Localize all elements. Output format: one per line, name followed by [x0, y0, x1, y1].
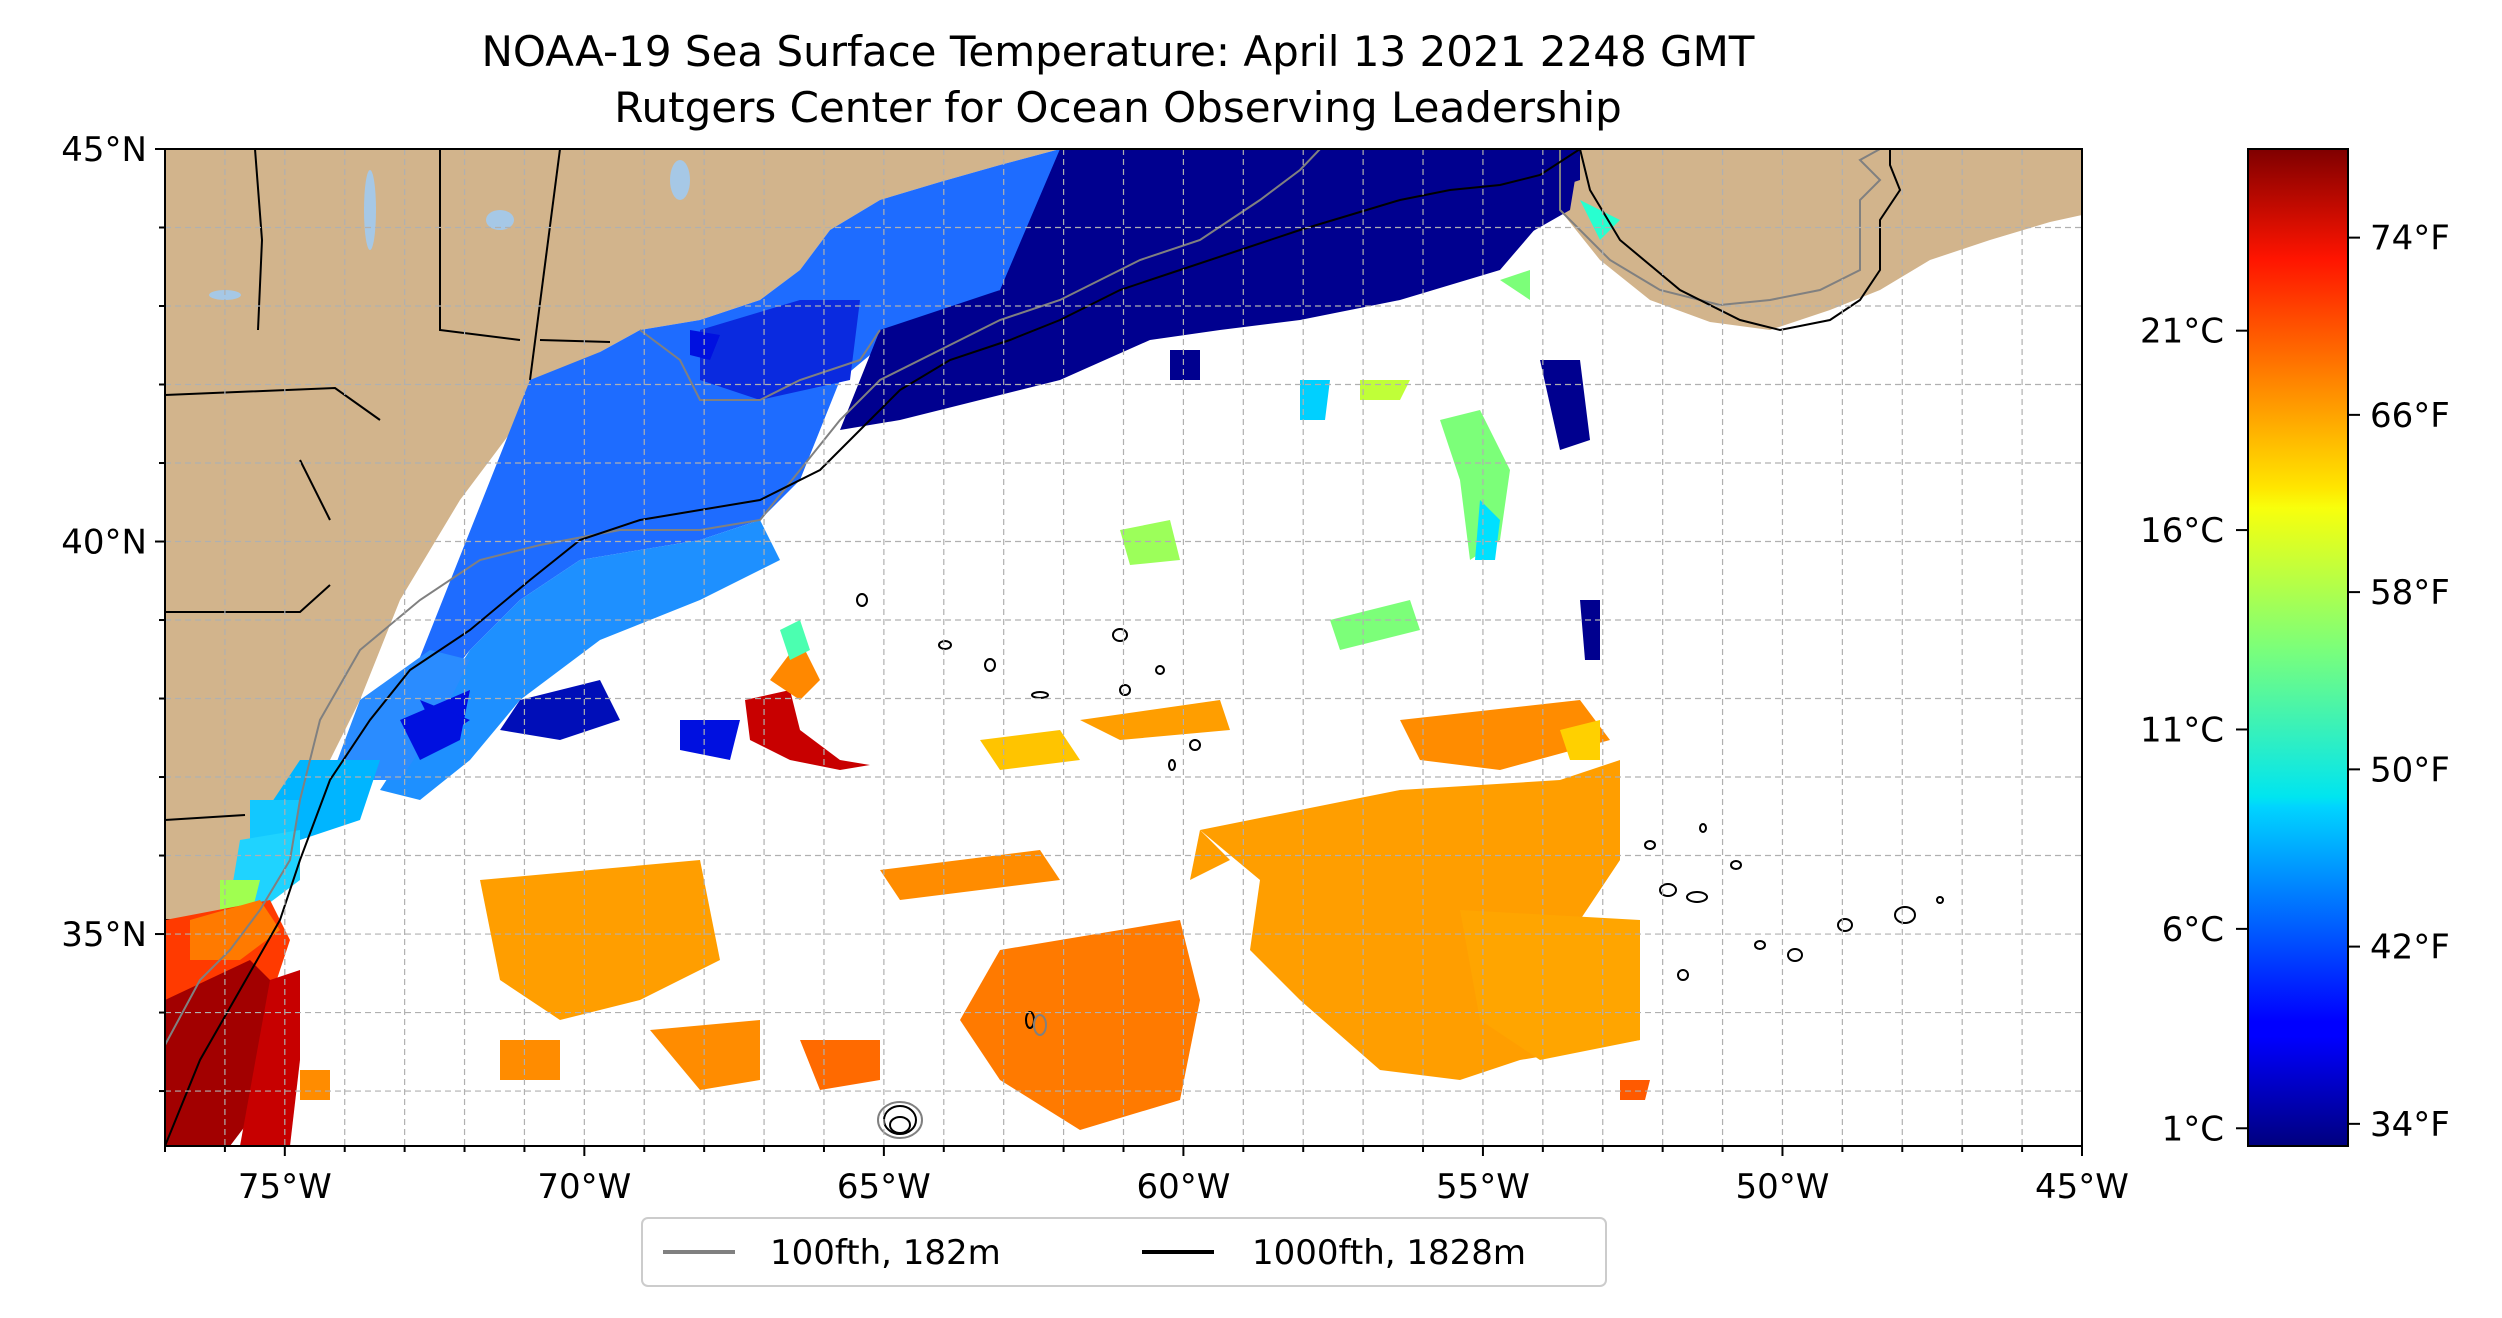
fahrenheit-tick-label: 74°F	[2370, 219, 2450, 259]
celsius-tick-label: 16°C	[2140, 511, 2224, 551]
lake-winnipesaukee	[486, 210, 514, 230]
y-tick-label: 35°N	[61, 915, 147, 955]
title-line-2: Rutgers Center for Ocean Observing Leade…	[614, 83, 1622, 132]
y-tick-label: 45°N	[61, 130, 147, 170]
legend: 100fth, 182m 1000fth, 1828m	[641, 1217, 1607, 1287]
isobath-1000fth	[165, 149, 1902, 1146]
celsius-tick-label: 6°C	[2162, 910, 2224, 950]
land-cape-breton	[1600, 149, 1880, 250]
lake-moosehead	[670, 160, 690, 200]
legend-label-100fth: 100fth, 182m	[770, 1233, 1001, 1273]
title-line-1: NOAA-19 Sea Surface Temperature: April 1…	[482, 27, 1755, 76]
fahrenheit-ticks: 34°F 42°F 50°F 58°F 66°F 74°F	[2348, 219, 2450, 1145]
colorbar: 34°F 42°F 50°F 58°F 66°F 74°F 1°C 6°C 11°C 16°C 2…	[2140, 148, 2450, 1149]
map-panel	[165, 149, 2082, 1146]
fahrenheit-tick-label: 34°F	[2370, 1105, 2450, 1145]
seamounts	[856, 593, 1944, 1135]
fahrenheit-tick-label: 66°F	[2370, 396, 2450, 436]
x-tick-label: 45°W	[2035, 1167, 2129, 1207]
colorbar-border	[2247, 148, 2349, 1147]
x-tick-label: 70°W	[537, 1167, 631, 1207]
sst-field	[165, 149, 1650, 1146]
celsius-ticks: 1°C 6°C 11°C 16°C 21°C	[2140, 312, 2248, 1149]
x-tick-label: 65°W	[837, 1167, 931, 1207]
legend-label-1000fth: 1000fth, 1828m	[1252, 1233, 1526, 1273]
x-tick-label: 60°W	[1136, 1167, 1230, 1207]
fahrenheit-tick-label: 58°F	[2370, 573, 2450, 613]
fahrenheit-tick-label: 42°F	[2370, 928, 2450, 968]
celsius-tick-label: 11°C	[2140, 710, 2224, 750]
x-tick-label: 75°W	[238, 1167, 332, 1207]
x-tick-label: 50°W	[1736, 1167, 1830, 1207]
gridlines	[165, 149, 2082, 1146]
lake-champlain	[364, 170, 376, 250]
isobath-100fth	[165, 149, 1882, 1046]
x-tick-label: 55°W	[1436, 1167, 1530, 1207]
celsius-tick-label: 21°C	[2140, 312, 2224, 352]
axis-ticks: 75°W 70°W 65°W 60°W 55°W 50°W 45°W 45°N 40°N 35°N	[61, 130, 2129, 1207]
fahrenheit-tick-label: 50°F	[2370, 750, 2450, 790]
y-tick-label: 40°N	[61, 523, 147, 563]
legend-box	[641, 1217, 1607, 1287]
land-us-coast	[165, 149, 1060, 1146]
seamounts-100fth	[877, 1014, 1047, 1139]
colorbar-gradient	[2248, 149, 2348, 1146]
celsius-tick-label: 1°C	[2162, 1109, 2224, 1149]
